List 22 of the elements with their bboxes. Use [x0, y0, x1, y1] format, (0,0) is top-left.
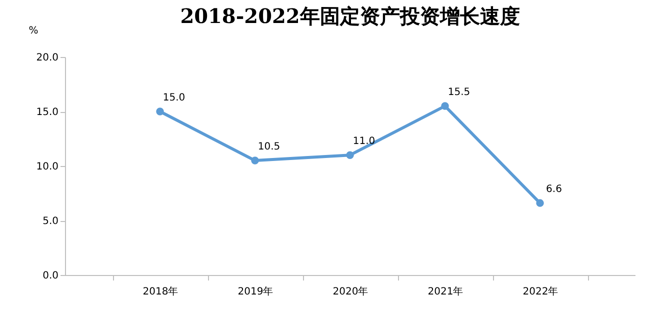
- y-tick-label: 15.0: [36, 107, 58, 118]
- x-tick-label: 2022年: [522, 286, 558, 298]
- x-tick-label: 2018年: [142, 286, 178, 298]
- point: [536, 199, 544, 207]
- point: [156, 108, 164, 116]
- point: [346, 151, 354, 159]
- y-tick-label: 5.0: [42, 216, 58, 227]
- point: [251, 156, 259, 164]
- y-tick-label: 10.0: [36, 162, 58, 172]
- data-label: 15.5: [448, 87, 470, 98]
- y-tick-label: 0.0: [42, 270, 58, 282]
- x-tick-label: 2021年: [428, 286, 464, 298]
- y-tick-label: 20.0: [36, 52, 58, 64]
- data-label: 10.5: [258, 142, 280, 153]
- data-label: 15.0: [162, 92, 186, 104]
- x-tick-label: 2020年: [332, 286, 368, 298]
- x-tick-label: 2019年: [238, 286, 274, 298]
- data-label: 11.0: [352, 136, 376, 148]
- chart-title: 2018-2022年固定资产投资增长速度: [180, 4, 520, 28]
- data-label: 6.6: [546, 184, 562, 196]
- y-axis-title: %: [28, 26, 38, 36]
- point: [441, 102, 449, 110]
